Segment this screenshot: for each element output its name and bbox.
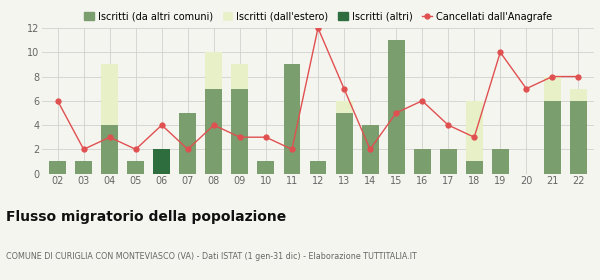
- Text: COMUNE DI CURIGLIA CON MONTEVIASCO (VA) - Dati ISTAT (1 gen-31 dic) - Elaborazio: COMUNE DI CURIGLIA CON MONTEVIASCO (VA) …: [6, 252, 417, 261]
- Bar: [570, 89, 587, 101]
- Bar: [154, 149, 170, 174]
- Bar: [310, 162, 326, 174]
- Bar: [205, 89, 223, 174]
- Bar: [127, 162, 144, 174]
- Bar: [101, 64, 118, 125]
- Bar: [232, 89, 248, 174]
- Bar: [388, 40, 404, 174]
- Bar: [205, 52, 223, 89]
- Bar: [466, 162, 482, 174]
- Bar: [284, 64, 301, 174]
- Text: Flusso migratorio della popolazione: Flusso migratorio della popolazione: [6, 210, 286, 224]
- Bar: [440, 149, 457, 174]
- Bar: [75, 162, 92, 174]
- Bar: [570, 101, 587, 174]
- Bar: [101, 125, 118, 174]
- Bar: [49, 162, 66, 174]
- Bar: [492, 149, 509, 174]
- Bar: [232, 64, 248, 89]
- Bar: [413, 149, 431, 174]
- Bar: [335, 113, 353, 174]
- Bar: [544, 101, 561, 174]
- Bar: [544, 76, 561, 101]
- Bar: [466, 101, 482, 162]
- Legend: Iscritti (da altri comuni), Iscritti (dall'estero), Iscritti (altri), Cancellati: Iscritti (da altri comuni), Iscritti (da…: [84, 12, 552, 22]
- Bar: [335, 101, 353, 113]
- Bar: [362, 125, 379, 174]
- Bar: [179, 113, 196, 174]
- Bar: [257, 162, 274, 174]
